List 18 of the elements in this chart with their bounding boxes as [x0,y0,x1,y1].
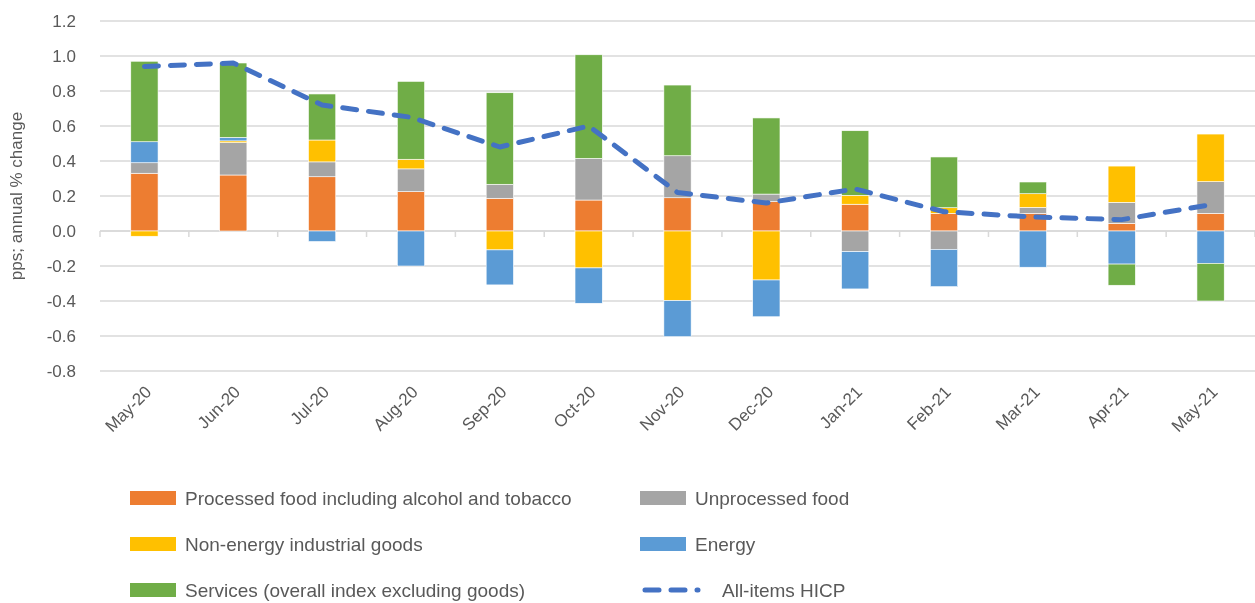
y-tick-label: -0.8 [46,361,76,381]
y-tick-label: 0.8 [52,81,76,101]
y-axis-title: pps; annual % change [7,111,26,281]
y-tick-label: 0.2 [52,186,76,206]
y-tick-label: 0.6 [52,116,76,136]
legend-label: All-items HICP [722,579,846,601]
y-tick-label: -0.4 [46,291,76,311]
y-tick-label: 0.4 [52,151,76,171]
legend-label: Services (overall index excluding goods) [185,579,526,601]
y-tick-label: -0.6 [46,326,76,346]
legend-label: Unprocessed food [695,487,850,509]
y-tick-label: 1.0 [52,46,76,66]
legend-label: Processed food including alcohol and tobacco [185,487,572,509]
y-tick-label: 0.0 [52,221,76,241]
legend-label: Energy [695,533,756,555]
y-tick-label: -0.2 [46,256,76,276]
legend-label: Non-energy industrial goods [185,533,423,555]
y-tick-label: 1.2 [52,11,76,31]
